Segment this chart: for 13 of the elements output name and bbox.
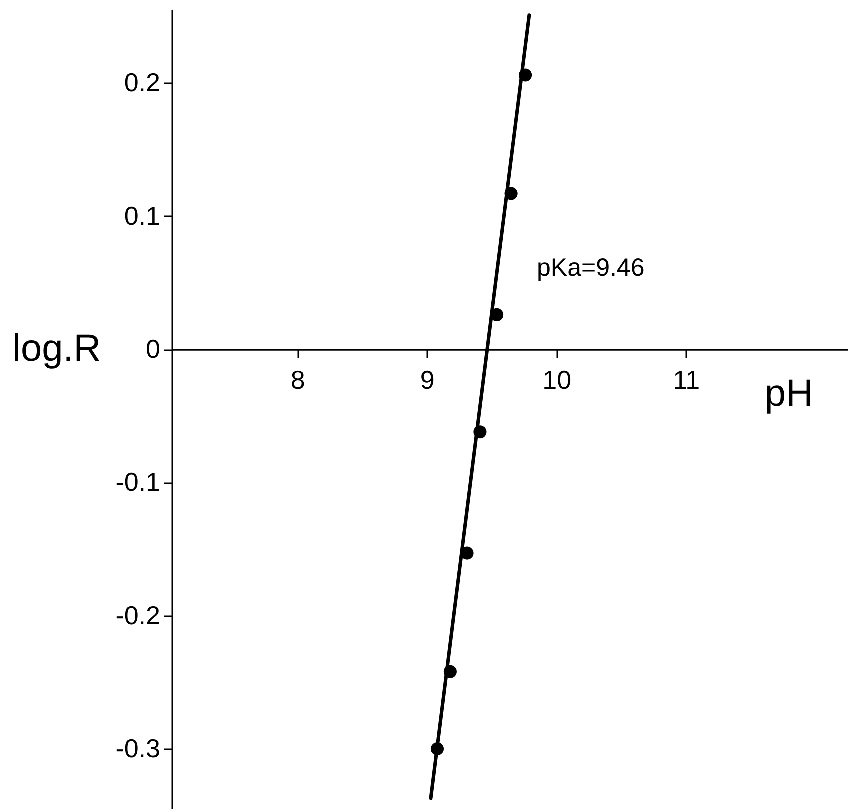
y-tick-label: 0.2 — [124, 68, 160, 98]
y-tick-label: -0.3 — [116, 734, 160, 764]
x-tick-label: 11 — [673, 365, 700, 396]
y-tick-label: -0.1 — [116, 467, 160, 498]
x-tick-label: 9 — [420, 365, 435, 396]
y-axis-title: log.R — [12, 328, 102, 370]
x-tick-label: 8 — [290, 365, 306, 396]
y-tick-label: -0.2 — [116, 600, 160, 630]
x-axis-title: pH — [764, 373, 814, 416]
x-tick-label: 10 — [542, 365, 572, 396]
annotation: pKa=9.46 — [537, 254, 645, 282]
y-tick-label: 0 — [146, 334, 160, 364]
y-tick-label: 0.1 — [124, 200, 160, 231]
